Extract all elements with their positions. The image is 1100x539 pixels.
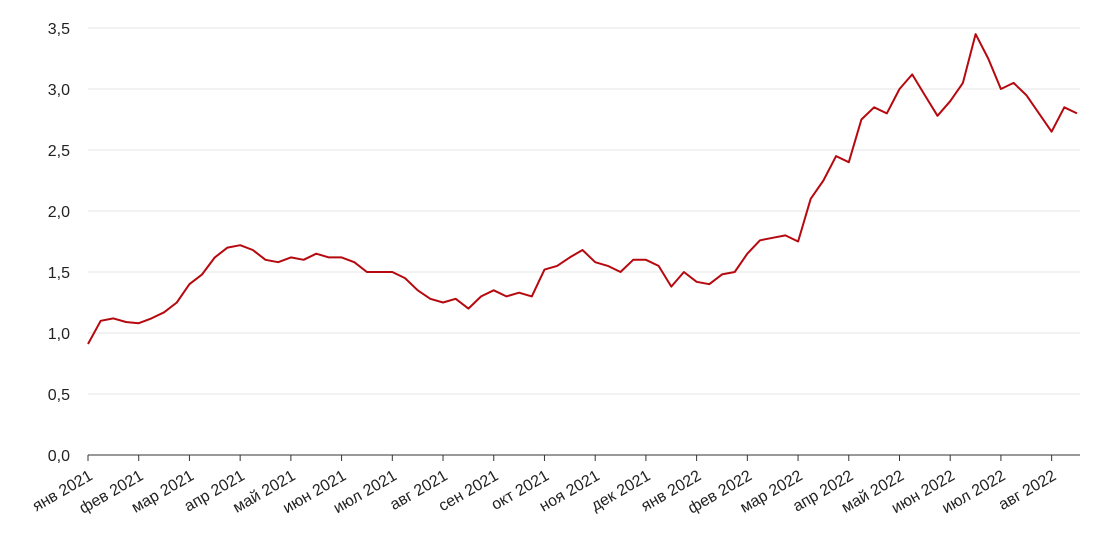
y-tick-label: 3,5 <box>48 21 70 38</box>
y-tick-label: 0,5 <box>48 387 70 404</box>
y-tick-label: 0,0 <box>48 448 70 465</box>
y-tick-label: 1,0 <box>48 326 70 343</box>
y-tick-label: 2,0 <box>48 204 70 221</box>
y-tick-label: 1,5 <box>48 265 70 282</box>
line <box>87 33 1078 345</box>
x-tick-label: авг 2022 <box>996 467 1059 513</box>
y-tick-label: 3,0 <box>48 82 70 99</box>
y-tick-label: 2,5 <box>48 143 70 160</box>
